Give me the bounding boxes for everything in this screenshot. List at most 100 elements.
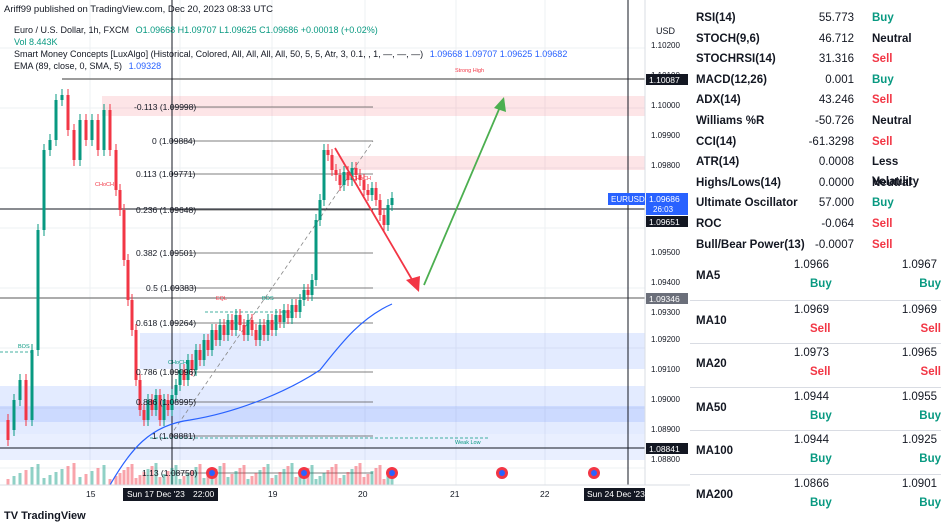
volume-bar <box>30 467 34 485</box>
ma-name: MA100 <box>696 445 734 457</box>
volume-bar <box>114 476 118 485</box>
volume-bar <box>174 465 178 485</box>
ma-exponential-action: Sell <box>920 366 941 378</box>
candle <box>138 380 142 410</box>
ma-exponential-value: 1.0901 <box>901 477 937 490</box>
candle <box>278 315 282 322</box>
candle <box>374 188 378 200</box>
volume-bar <box>386 476 390 485</box>
volume-bar <box>126 467 130 485</box>
time-tick: Sun 17 Dec '23 <box>127 489 185 499</box>
candle <box>382 215 386 225</box>
oscillator-row: STOCH(9,6) 46.712 Neutral <box>690 29 941 49</box>
ma-name: MA200 <box>696 488 734 501</box>
oscillator-value: -50.726 <box>814 115 854 127</box>
ma-exponential-value: 1.0967 <box>901 259 937 271</box>
ma-simple-action: Buy <box>810 496 832 509</box>
volume-bar <box>24 470 28 485</box>
tradingview-logo[interactable]: TV TradingView <box>4 510 86 522</box>
volume-bar <box>242 465 246 485</box>
ma-exponential-action: Buy <box>919 453 941 465</box>
fib-label: 0.236 (1.09648) <box>136 205 196 215</box>
volume-bar <box>162 474 166 485</box>
axis-label-cross: 1.09651 <box>649 217 680 227</box>
axis-label-ema: 1.09346 <box>649 294 680 304</box>
candle <box>186 360 190 380</box>
volume-bar <box>262 467 266 485</box>
candle <box>218 325 222 340</box>
candle <box>238 315 242 325</box>
candle <box>318 200 322 220</box>
candle <box>366 190 370 195</box>
axis-label-price: 1.09686 <box>649 194 680 204</box>
oscillator-row: RSI(14) 55.773 Buy <box>690 8 941 28</box>
candle <box>78 120 82 160</box>
volume-bar <box>158 477 162 485</box>
candle <box>24 380 28 420</box>
oscillator-action: Less Volatility <box>872 156 920 189</box>
candle <box>342 172 346 185</box>
oscillator-row: MACD(12,26) 0.001 Buy <box>690 70 941 90</box>
candle <box>206 340 210 350</box>
ma-exponential-value: 1.0925 <box>901 434 937 446</box>
ema-legend-line: EMA (89, close, 0, SMA, 5) 1.09328 <box>14 61 161 71</box>
oscillator-value: 0.0000 <box>818 176 854 189</box>
fib-lines <box>170 106 373 474</box>
oscillator-value: 0.0008 <box>818 156 854 169</box>
candle <box>108 110 112 150</box>
brand-label: TradingView <box>21 510 86 522</box>
candle <box>118 190 122 210</box>
ma-name: MA50 <box>696 401 727 414</box>
eql-label: EQL <box>216 296 227 302</box>
axis-label-symbol: EURUSD <box>611 195 645 204</box>
weak-low-label: Weak Low <box>455 440 481 446</box>
technical-summary-panel: RSI(14) 55.773 Buy STOCH(9,6) 46.712 Neutral S… <box>690 0 941 530</box>
candle <box>190 360 194 370</box>
ma-exponential-action: Sell <box>920 322 941 335</box>
price-tick: 1.09400 <box>651 278 680 287</box>
candle <box>202 340 206 360</box>
time-axis: 15 Sun 17 Dec '23 22:00 19 20 21 22 Sun … <box>86 488 645 501</box>
price-tick: 1.09000 <box>651 395 680 404</box>
volume-bar <box>234 471 238 485</box>
oscillator-name: ROC <box>696 218 722 230</box>
candle <box>96 120 100 150</box>
ma-simple-action: Buy <box>810 453 832 465</box>
volume-bar <box>298 474 302 485</box>
oscillator-action: Neutral <box>872 115 912 127</box>
fib-label: 1.13 (1.08750) <box>142 468 197 478</box>
candle <box>18 380 22 400</box>
volume-bar <box>182 476 186 485</box>
fib-label: 0.5 (1.09383) <box>146 283 197 293</box>
bullish-arrow <box>423 97 506 286</box>
volume-bar <box>48 475 52 485</box>
oscillator-name: CCI(14) <box>696 135 737 148</box>
volume-bar <box>166 471 170 485</box>
moving-average-row: MA5 1.0966 1.0967 Buy Buy <box>690 256 941 298</box>
event-icons <box>206 467 600 479</box>
bos-label: BOS <box>262 296 274 302</box>
oscillator-value: 0.001 <box>825 73 854 86</box>
oscillator-action: Sell <box>872 94 893 107</box>
volume-bar <box>322 473 326 485</box>
choch-label: CHoCH <box>95 182 114 188</box>
oscillator-row: Bull/Bear Power(13) -0.0007 Sell <box>690 235 941 255</box>
candle <box>36 230 40 350</box>
candle <box>146 400 150 420</box>
candle <box>166 400 170 410</box>
oscillator-value: 55.773 <box>818 12 854 24</box>
axis-label-countdown: 26:03 <box>653 205 674 214</box>
price-tick: 1.09200 <box>651 335 680 344</box>
oscillator-action: Buy <box>872 197 894 210</box>
volume-bar <box>374 468 378 485</box>
time-tick: Sun 24 Dec '23 <box>587 489 645 499</box>
candle <box>250 320 254 330</box>
candle <box>134 330 138 380</box>
oscillator-value: 31.316 <box>818 53 854 66</box>
volume-bar <box>346 472 350 485</box>
candles <box>6 89 394 446</box>
candle <box>262 325 266 335</box>
candle <box>266 320 270 335</box>
candle <box>386 205 390 225</box>
